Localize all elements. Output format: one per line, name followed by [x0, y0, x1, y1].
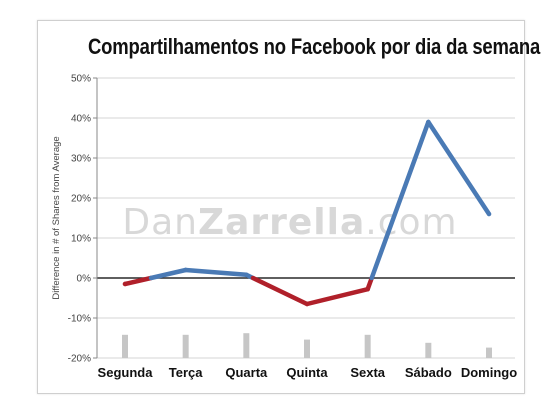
series-segment-positive — [148, 267, 188, 281]
y-tick-label: 40% — [71, 114, 91, 125]
x-tick-labels: Segunda Terça Quarta Quinta Sexta Sábado Domin… — [98, 365, 518, 380]
y-tick-label: 0% — [77, 274, 92, 285]
data-point — [183, 267, 188, 273]
series-segment-negative — [304, 286, 370, 307]
watermark: DanZarrella.com — [122, 202, 457, 243]
secondary-bar — [425, 342, 432, 358]
y-tick-label: 50% — [71, 74, 91, 85]
secondary-bar — [364, 334, 371, 358]
data-point — [244, 272, 249, 277]
x-tick-label: Terça — [169, 365, 203, 380]
x-tick-label: Domingo — [461, 365, 517, 380]
watermark-bold: Zarrella — [198, 202, 365, 243]
secondary-bar — [182, 334, 189, 358]
x-tick-label: Segunda — [98, 365, 154, 380]
y-tick-label: 20% — [71, 194, 91, 205]
secondary-bar — [486, 347, 492, 358]
secondary-bar — [243, 333, 250, 358]
series-segment-negative — [122, 275, 154, 287]
watermark-prefix: Dan — [122, 202, 198, 243]
data-point — [365, 287, 370, 292]
series-segment-positive — [183, 267, 249, 278]
y-tick-label: -10% — [68, 314, 91, 325]
chart-panel — [37, 20, 525, 394]
series-segment-positive — [369, 119, 431, 281]
series-line — [122, 119, 492, 307]
secondary-bar — [122, 334, 128, 358]
y-tick-label: 30% — [71, 154, 91, 165]
secondary-bar — [304, 339, 310, 358]
data-point — [304, 301, 310, 307]
secondary-bars — [122, 333, 492, 358]
y-tick-label: 10% — [71, 234, 91, 245]
x-tick-label: Sábado — [405, 365, 452, 380]
series-segment-positive — [426, 119, 492, 217]
watermark-suffix: .com — [365, 202, 457, 243]
x-tick-label: Quarta — [225, 365, 268, 380]
data-point — [486, 211, 492, 217]
y-axis-title: Difference in # of Shares from Average — [51, 136, 62, 299]
x-tick-label: Quinta — [286, 365, 328, 380]
series-segment-negative — [250, 275, 310, 307]
y-tick-label: -20% — [68, 354, 91, 365]
y-tick-labels: 50% 40% 30% 20% 10% 0% -10% -20% — [68, 74, 91, 365]
data-point — [426, 119, 431, 125]
x-tick-label: Sexta — [350, 365, 385, 380]
data-point — [122, 281, 128, 287]
